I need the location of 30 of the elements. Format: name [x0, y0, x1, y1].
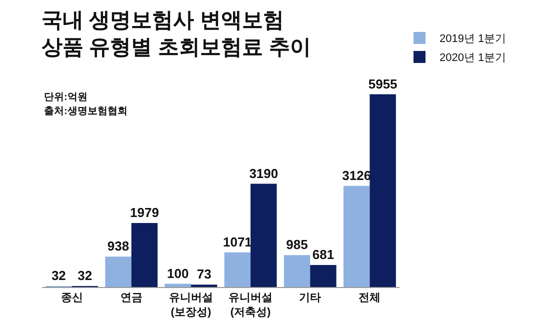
data-label: 938 [107, 238, 130, 254]
x-tick-label: 유니버설 (저축성) [228, 292, 273, 318]
data-label: 73 [196, 266, 212, 282]
bar [343, 186, 370, 287]
data-label: 3190 [249, 166, 278, 181]
data-label: 32 [78, 268, 92, 283]
bar [131, 222, 158, 287]
data-label: 1979 [130, 204, 159, 220]
x-tick-label: 기타 [299, 292, 322, 304]
legend-label: 2019년 1분기 [440, 33, 506, 46]
annotation: 단위:억원 [44, 92, 88, 103]
chart-title: 국내 생명보험사 변액보험 상품 유형별 초회보험료 추이 [41, 8, 311, 60]
bar [164, 284, 191, 287]
data-label: 100 [167, 266, 189, 281]
legend-label: 2020년 1분기 [440, 52, 506, 64]
data-label: 5955 [368, 76, 398, 92]
data-label: 985 [286, 237, 308, 252]
bar [310, 264, 336, 287]
data-label: 32 [51, 268, 66, 283]
x-tick-label: 종신 [60, 292, 83, 304]
x-tick-label: 유니버설 (보장성) [168, 292, 213, 318]
x-tick-label: 전체 [358, 292, 381, 304]
bar [370, 94, 396, 287]
x-tick-label: 연금 [120, 292, 142, 304]
data-label: 681 [312, 246, 334, 262]
bar [250, 184, 277, 287]
bar [224, 252, 251, 287]
bar [105, 256, 132, 287]
bar [284, 255, 310, 287]
annotation: 출처:생명보험협회 [44, 106, 128, 117]
